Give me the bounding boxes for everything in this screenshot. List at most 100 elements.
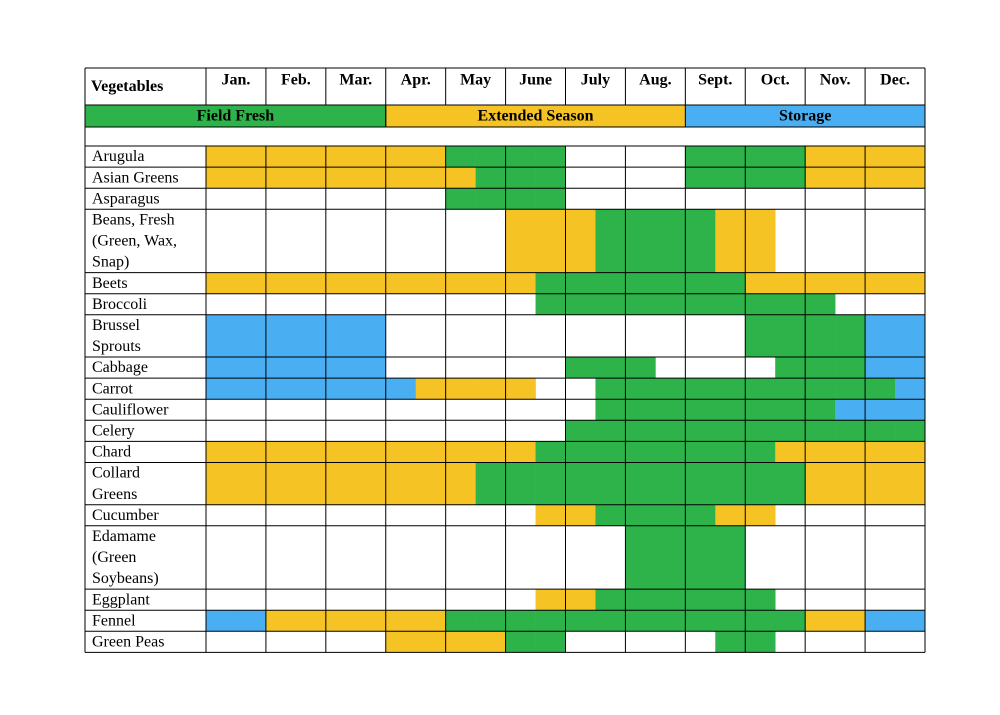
month-header: Jan. [222,72,251,89]
season-cell [265,441,297,463]
vegetable-name: Cauliflower [92,401,169,418]
season-cell [325,272,357,294]
season-cell [865,420,896,442]
season-cell [625,441,656,463]
month-header: July [581,72,610,89]
season-cell [505,188,536,210]
season-cell [385,378,417,400]
season-cell [655,610,686,632]
season-cell [685,146,716,168]
season-cell [206,378,237,400]
vegetable-name: Eggplant [92,591,150,608]
season-cell [355,378,387,400]
season-cell [385,146,417,168]
season-cell [835,441,866,463]
season-cell [775,610,806,632]
season-cell [865,399,896,421]
season-cell [625,420,656,442]
season-cell [295,462,327,505]
season-cell [565,209,596,273]
season-cell [745,504,776,526]
season-cell [415,378,446,400]
vegetable-name: Asparagus [92,190,160,207]
season-cell [206,272,237,294]
season-cell [895,314,926,357]
season-cell [565,504,596,526]
season-cell [835,272,866,294]
season-cell [235,167,267,189]
corner-header: Vegetables [91,78,163,95]
season-cell [535,631,566,653]
season-cell [505,610,536,632]
season-cell [475,272,506,294]
season-cell [655,399,686,421]
season-cell [295,610,327,632]
season-cell [655,441,686,463]
season-cell [745,272,776,294]
vegetable-name: Chard [92,444,131,461]
season-cell [295,441,327,463]
vegetable-name: Arugula [92,148,144,165]
season-cell [235,272,267,294]
season-cell [325,441,357,463]
season-cell [505,209,536,273]
vegetable-name: Carrot [92,380,133,397]
season-cell [295,167,327,189]
season-cell [535,188,566,210]
season-cell [265,610,297,632]
season-cell [685,167,716,189]
season-cell [895,146,926,168]
season-cell [265,146,297,168]
season-cell [895,610,926,632]
season-cell [206,146,237,168]
season-cell [535,209,566,273]
vegetable-name: Beets [92,275,128,292]
season-cell [535,272,566,294]
season-cell [325,314,357,357]
season-cell [235,378,267,400]
season-cell [565,272,596,294]
season-cell [385,610,417,632]
season-cell [565,357,596,379]
season-cell [295,272,327,294]
vegetable-name: Cucumber [92,507,159,524]
season-cell [805,420,836,442]
season-cell [715,420,746,442]
season-cell [505,462,536,505]
season-cell [685,589,716,611]
season-cell [595,610,626,632]
season-cell [685,420,716,442]
season-cell [505,631,536,653]
season-cell [505,272,536,294]
season-cell [865,314,896,357]
season-cell [625,378,656,400]
legend-label: Field Fresh [197,108,275,125]
vegetable-name: Brussel [92,317,141,334]
season-cell [895,378,926,400]
season-cell [715,209,746,273]
season-cell [625,525,656,590]
season-cell [655,525,686,590]
season-cell [745,209,776,273]
season-cell [685,504,716,526]
season-cell [355,146,387,168]
season-cell [655,378,686,400]
season-cell [625,399,656,421]
season-cell [295,314,327,357]
season-cell [865,378,896,400]
season-cell [745,378,776,400]
season-cell [775,314,806,357]
season-cell [685,209,716,273]
season-cell [206,462,237,505]
vegetable-name: Celery [92,423,135,440]
season-cell [835,146,866,168]
season-cell [625,589,656,611]
month-header: June [519,72,552,89]
season-cell [745,441,776,463]
season-cell [715,399,746,421]
season-cell [865,146,896,168]
season-cell [745,167,776,189]
season-cell [595,272,626,294]
vegetable-name: Asian Greens [92,169,179,186]
